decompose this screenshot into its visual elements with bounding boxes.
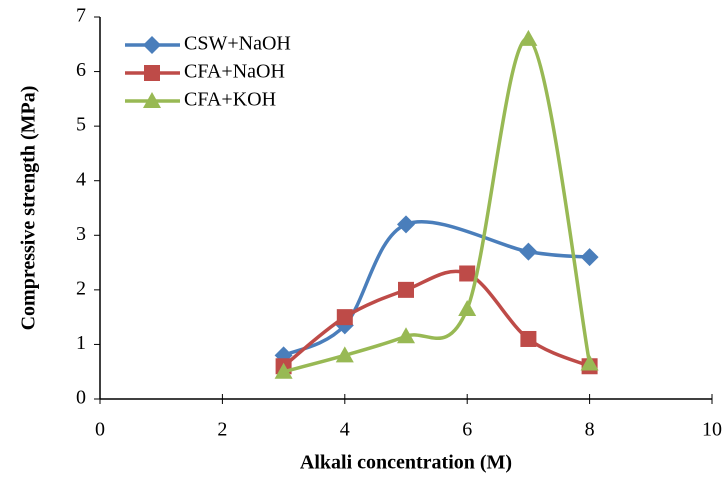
marker <box>519 242 538 261</box>
legend-marker <box>143 36 161 54</box>
x-tick-label: 0 <box>95 419 105 441</box>
y-tick-label: 6 <box>76 59 86 81</box>
legend-marker <box>143 92 161 108</box>
x-tick-label: 2 <box>217 419 227 441</box>
legend-marker <box>144 65 160 81</box>
series-line <box>282 269 591 368</box>
y-tick-label: 7 <box>76 5 86 27</box>
y-tick-label: 5 <box>76 114 86 136</box>
marker <box>335 346 354 363</box>
marker <box>459 265 476 282</box>
marker <box>397 215 415 234</box>
x-tick-label: 4 <box>340 419 350 441</box>
x-tick-label: 8 <box>585 419 595 441</box>
legend-label: CFA+NaOH <box>184 61 285 83</box>
marker <box>397 327 415 344</box>
y-tick-label: 0 <box>76 387 86 409</box>
marker <box>458 299 477 316</box>
marker <box>580 248 599 267</box>
marker <box>336 309 353 326</box>
marker <box>520 330 537 347</box>
x-tick-label: 10 <box>702 419 722 441</box>
y-tick-label: 2 <box>76 277 86 299</box>
y-tick-label: 1 <box>76 332 86 354</box>
series-line <box>283 37 592 374</box>
x-axis-label: Alkali concentration (M) <box>300 452 512 474</box>
legend-label: CFA+KOH <box>184 89 276 111</box>
x-tick-label: 6 <box>462 419 472 441</box>
marker <box>580 354 599 371</box>
marker <box>519 29 538 46</box>
legend-label: CSW+NaOH <box>184 33 291 55</box>
y-tick-label: 4 <box>76 168 86 190</box>
marker <box>398 281 414 298</box>
y-tick-label: 3 <box>76 223 86 245</box>
marker <box>274 362 293 379</box>
y-axis-label: Compressive strength (MPa) <box>18 86 40 331</box>
series-line <box>282 220 590 357</box>
